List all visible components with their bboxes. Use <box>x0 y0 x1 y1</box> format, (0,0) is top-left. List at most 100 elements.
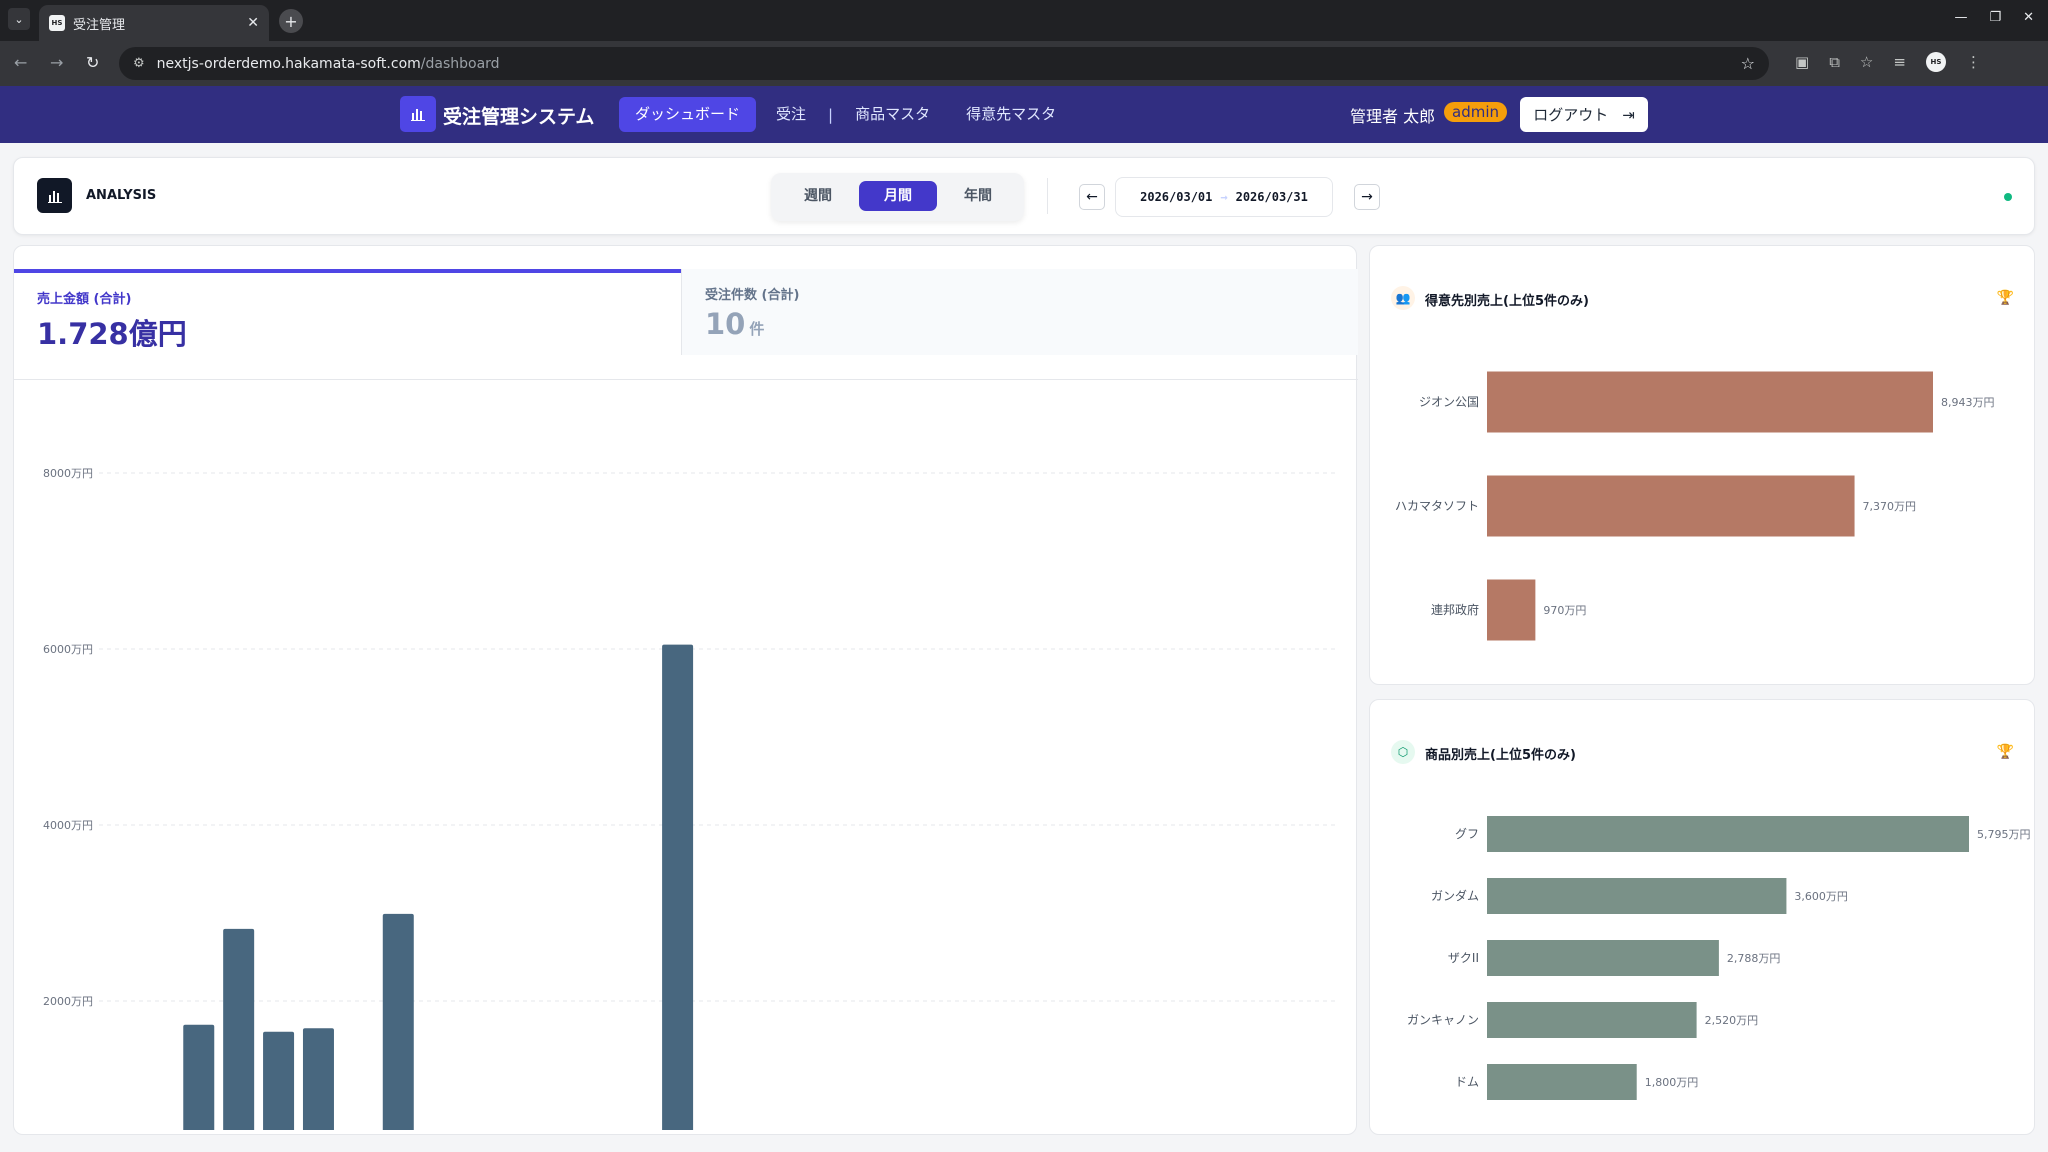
minimize-icon[interactable]: — <box>1954 10 1968 25</box>
hbar-value-label: 5,795万円 <box>1977 828 2031 841</box>
period-month-button[interactable]: 月間 <box>859 181 937 211</box>
restore-icon[interactable]: ❐ <box>1989 10 2002 25</box>
daily-sales-bar[interactable] <box>183 1024 215 1130</box>
nav-products[interactable]: 商品マスタ <box>855 105 931 123</box>
window-close-icon[interactable]: ✕ <box>2023 10 2034 25</box>
back-arrow-icon[interactable]: ← <box>14 53 28 72</box>
main-nav: ダッシュボード 受注 | 商品マスタ 得意先マスタ <box>619 97 1072 132</box>
profile-avatar[interactable]: HS <box>1925 52 1946 72</box>
order-count-tab[interactable]: 受注件数 (合計) 10 件 <box>681 269 1358 355</box>
order-count-value-wrap: 10 件 <box>705 307 764 341</box>
y-tick-label: 8000万円 <box>43 467 93 480</box>
tab-close-icon[interactable]: ✕ <box>247 15 259 31</box>
app-title: 受注管理システム <box>443 106 595 128</box>
users-icon: 👥 <box>1391 286 1415 310</box>
hbar[interactable] <box>1487 475 1855 537</box>
site-info-icon[interactable]: ⚙ <box>133 56 145 71</box>
url-host: nextjs-orderdemo.hakamata-soft.com <box>156 55 421 72</box>
hbar-category-label: ハカマタソフト <box>1395 499 1479 513</box>
reading-list-icon[interactable]: ≡ <box>1893 53 1906 71</box>
bar-chart-icon <box>37 178 72 213</box>
hbar[interactable] <box>1487 1064 1637 1100</box>
nav-dashboard[interactable]: ダッシュボード <box>619 97 757 132</box>
daily-sales-bar[interactable] <box>382 913 414 1130</box>
hbar-category-label: ドム <box>1455 1075 1479 1089</box>
daily-sales-bar[interactable] <box>263 1031 295 1130</box>
daily-sales-bar-chart: 0円2000万円4000万円6000万円8000万円3/1(日)3火4水5木6金… <box>43 467 1336 1130</box>
hbar-category-label: グフ <box>1455 827 1479 841</box>
y-tick-label: 4000万円 <box>43 819 93 832</box>
prev-period-arrow-icon[interactable]: ← <box>1079 184 1105 210</box>
sales-total-value: 1.728億円 <box>37 317 187 351</box>
customer-panel-title: 得意先別売上(上位5件のみ) <box>1425 294 1589 309</box>
next-period-arrow-icon[interactable]: → <box>1354 184 1380 210</box>
logout-button[interactable]: ログアウト ⇥ <box>1520 97 1648 132</box>
date-to: 2026/03/31 <box>1235 190 1308 204</box>
date-range-arrow-icon: → <box>1220 190 1228 204</box>
hbar-value-label: 2,788万円 <box>1727 952 1781 965</box>
window-controls: — ❐ ✕ <box>1954 10 2034 25</box>
trophy-icon: 🏆 <box>1996 290 2014 306</box>
hbar-value-label: 8,943万円 <box>1941 396 1995 409</box>
hbar-category-label: ガンダム <box>1431 888 1479 903</box>
hbar[interactable] <box>1487 878 1787 914</box>
reload-icon[interactable]: ↻ <box>86 53 100 72</box>
hbar-value-label: 7,370万円 <box>1863 500 1917 513</box>
hbar-category-label: 連邦政府 <box>1431 602 1479 617</box>
bookmarks-icon[interactable]: ☆ <box>1859 53 1874 71</box>
daily-sales-bar[interactable] <box>223 928 255 1130</box>
user-name: 管理者 太郎 <box>1350 107 1436 126</box>
sales-total-tab[interactable]: 売上金額 (合計) 1.728億円 <box>14 269 681 355</box>
nav-orders[interactable]: 受注 <box>776 105 807 123</box>
daily-sales-bar[interactable] <box>302 1028 334 1130</box>
hbar[interactable] <box>1487 579 1536 641</box>
date-from: 2026/03/01 <box>1140 190 1213 204</box>
new-tab-plus-icon[interactable]: + <box>279 9 303 33</box>
puzzle-icon[interactable]: ⧉ <box>1829 53 1840 71</box>
tab-title: 受注管理 <box>73 17 126 33</box>
box-icon: ⬡ <box>1391 740 1415 764</box>
url-path: /dashboard <box>420 55 500 72</box>
hbar[interactable] <box>1487 816 1969 852</box>
order-count-label: 受注件数 (合計) <box>705 288 800 303</box>
hbar[interactable] <box>1487 940 1719 976</box>
analysis-toolbar: ANALYSIS 週間 月間 年間 ← 2026/03/01 → 2026/03… <box>13 157 2035 235</box>
y-tick-label: 6000万円 <box>43 643 93 656</box>
y-tick-label: 2000万円 <box>43 995 93 1008</box>
live-status-dot <box>2004 193 2012 201</box>
hbar[interactable] <box>1487 371 1933 433</box>
order-count-value: 10 <box>705 307 746 341</box>
extension-icon[interactable]: ▣ <box>1795 53 1810 71</box>
sales-chart-panel: 売上金額 (合計) 1.728億円 受注件数 (合計) 10件 0円2000万円… <box>13 245 1358 1135</box>
product-panel-title: 商品別売上(上位5件のみ) <box>1425 748 1576 763</box>
hbar[interactable] <box>1487 1002 1697 1038</box>
extension-toolbar: ▣ ⧉ ☆ ≡ HS ⋮ <box>1795 52 1981 72</box>
hbar-category-label: ザクII <box>1448 951 1479 965</box>
product-sales-panel: グフ 5,795万円 ガンダム 3,600万円 ザクII 2,788万円 ガンキャノン 2,5… <box>1369 699 2035 1135</box>
logout-label: ログアウト <box>1533 106 1609 124</box>
period-week-button[interactable]: 週間 <box>804 188 832 204</box>
trophy-icon: 🏆 <box>1996 744 2014 760</box>
tab-search-chevron-icon[interactable]: ⌄ <box>8 8 30 30</box>
daily-sales-bar[interactable] <box>662 644 694 1130</box>
forward-arrow-icon[interactable]: → <box>50 53 64 72</box>
address-bar: ← → ↻ ⚙ nextjs-orderdemo.hakamata-soft.c… <box>0 41 2048 86</box>
hbar-value-label: 970万円 <box>1543 604 1586 617</box>
date-range[interactable]: 2026/03/01 → 2026/03/31 <box>1115 177 1333 217</box>
nav-customers[interactable]: 得意先マスタ <box>966 105 1057 123</box>
hbar-category-label: ガンキャノン <box>1407 1013 1479 1027</box>
browser-tab[interactable]: HS 受注管理 ✕ <box>39 5 269 41</box>
role-badge: admin <box>1444 102 1507 122</box>
bar-chart-logo-icon <box>400 96 436 132</box>
favicon-icon: HS <box>49 15 65 31</box>
browser-tab-bar: ⌄ HS 受注管理 ✕ + — ❐ ✕ <box>0 0 2048 41</box>
url-field[interactable]: ⚙ nextjs-orderdemo.hakamata-soft.com/das… <box>119 47 1769 80</box>
more-menu-icon[interactable]: ⋮ <box>1965 53 1981 71</box>
period-year-button[interactable]: 年間 <box>964 188 992 204</box>
hbar-value-label: 3,600万円 <box>1794 890 1848 903</box>
bookmark-star-icon[interactable]: ☆ <box>1740 54 1755 73</box>
period-selector: 週間 月間 年間 <box>771 173 1024 221</box>
section-label: ANALYSIS <box>86 188 157 203</box>
